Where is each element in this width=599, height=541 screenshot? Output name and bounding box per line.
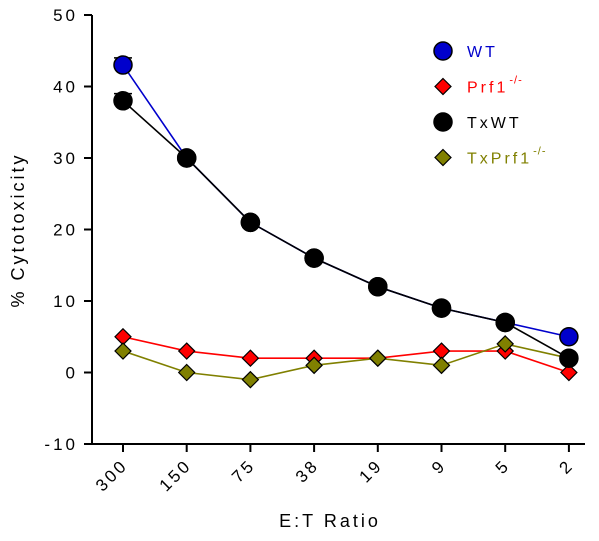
y-tick-label: 30 <box>53 149 78 168</box>
y-tick-label: 10 <box>53 292 78 311</box>
data-point <box>495 312 515 333</box>
series-prf1 <box>114 327 578 382</box>
y-tick-label: 40 <box>53 78 78 97</box>
legend-item-prf1: Prf1 -/- <box>434 75 522 97</box>
data-point <box>496 335 515 353</box>
y-tick-label: 20 <box>53 221 78 240</box>
series-line <box>122 100 570 359</box>
series-txwt <box>113 91 579 368</box>
legend-label: TxPrf1 <box>467 151 532 168</box>
legend-item-wt: WT <box>433 41 498 61</box>
data-point <box>431 298 452 318</box>
data-point <box>113 91 133 111</box>
x-tick-label: 38 <box>292 455 323 486</box>
series-line <box>122 335 570 374</box>
data-point <box>241 349 260 368</box>
legend-label: Prf1 <box>467 80 508 97</box>
plot-area <box>113 55 579 389</box>
x-tick-label: 75 <box>228 455 259 486</box>
legend-marker <box>433 41 453 61</box>
x-tick-label: 9 <box>428 455 450 477</box>
data-point <box>241 370 260 389</box>
series-line <box>122 343 570 381</box>
x-tick-label: 19 <box>356 455 387 486</box>
data-point <box>559 327 579 347</box>
legend-label: TxWT <box>467 115 522 132</box>
data-point <box>305 356 323 375</box>
legend-marker <box>433 112 453 132</box>
x-tick-label: 300 <box>92 455 132 495</box>
legend-item-txwt: TxWT <box>433 112 522 132</box>
data-point <box>113 55 133 75</box>
data-point <box>368 276 388 297</box>
x-axis-title: E:T Ratio <box>279 511 381 531</box>
data-point <box>177 363 196 382</box>
data-point <box>114 342 132 360</box>
legend-marker <box>434 77 452 96</box>
series-txprf1 <box>114 335 578 389</box>
data-point <box>432 356 451 375</box>
data-point <box>559 348 579 368</box>
x-tick-label: 5 <box>492 455 514 477</box>
x-tick-label: 2 <box>555 455 577 477</box>
x-tick-label: 150 <box>156 455 196 495</box>
data-point <box>177 342 196 360</box>
legend-superscript: -/- <box>533 146 546 158</box>
legend-superscript: -/- <box>509 75 522 87</box>
y-tick-label: 0 <box>66 364 78 383</box>
data-point <box>368 349 387 368</box>
series-wt <box>113 55 579 347</box>
data-point <box>560 363 578 382</box>
data-point <box>304 248 324 268</box>
series-line <box>122 64 570 338</box>
y-axis-title: % Cytotoxicity <box>8 152 28 307</box>
legend-item-txprf1: TxPrf1 -/- <box>434 146 546 168</box>
data-point <box>240 212 261 233</box>
data-point <box>176 148 197 168</box>
legend-label: WT <box>467 44 498 61</box>
y-tick-label: 50 <box>53 6 78 25</box>
legend-marker <box>434 148 452 167</box>
y-tick-label: -10 <box>44 435 78 454</box>
